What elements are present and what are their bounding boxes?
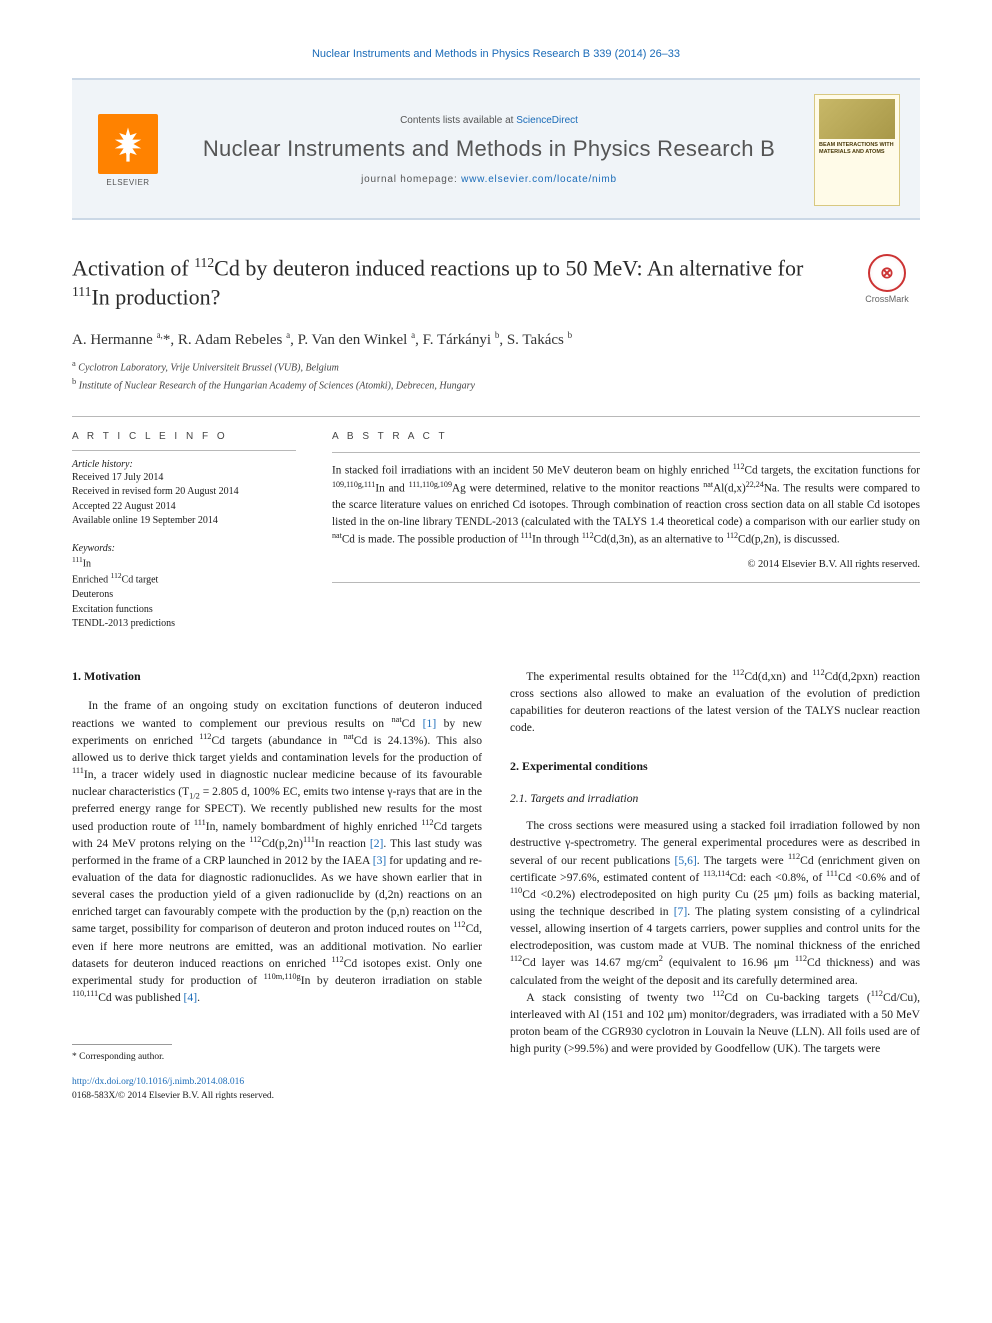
article-title: Activation of 112Cd by deuteron induced …	[72, 254, 838, 312]
sciencedirect-link[interactable]: ScienceDirect	[516, 115, 578, 126]
contents-available-line: Contents lists available at ScienceDirec…	[180, 115, 798, 126]
doi-link[interactable]: http://dx.doi.org/10.1016/j.nimb.2014.08…	[72, 1077, 244, 1087]
section-divider	[72, 416, 920, 417]
section-1-para-2: The experimental results obtained for th…	[510, 668, 920, 737]
abstract-copyright: © 2014 Elsevier B.V. All rights reserved…	[332, 559, 920, 570]
section-2-1-para-2: A stack consisting of twenty two 112Cd o…	[510, 989, 920, 1058]
crossmark-label: CrossMark	[865, 294, 909, 304]
keyword-4: Excitation functions	[72, 603, 296, 618]
journal-homepage-line: journal homepage: www.elsevier.com/locat…	[180, 174, 798, 185]
history-received: Received 17 July 2014	[72, 471, 296, 486]
keyword-2: Enriched 112Cd target	[72, 571, 296, 588]
abstract-text: In stacked foil irradiations with an inc…	[332, 461, 920, 549]
publisher-logo-block: ELSEVIER	[92, 114, 164, 187]
history-label: Article history:	[72, 459, 296, 470]
authors-list: A. Hermanne a,*, R. Adam Rebeles a, P. V…	[72, 330, 920, 349]
section-2-heading: 2. Experimental conditions	[510, 758, 920, 776]
abstract-heading: A B S T R A C T	[332, 431, 920, 442]
journal-homepage-link[interactable]: www.elsevier.com/locate/nimb	[461, 174, 617, 185]
affiliation-a: a Cyclotron Laboratory, Vrije Universite…	[72, 357, 920, 375]
body-column-left: 1. Motivation In the frame of an ongoing…	[72, 668, 482, 1103]
journal-cover-thumbnail: BEAM INTERACTIONS WITH MATERIALS AND ATO…	[814, 94, 900, 206]
corresponding-author-note: * Corresponding author.	[72, 1050, 482, 1064]
abstract-bottom-divider	[332, 582, 920, 583]
body-column-right: The experimental results obtained for th…	[510, 668, 920, 1103]
crossmark-icon: ⊗	[868, 254, 906, 292]
keyword-5: TENDL-2013 predictions	[72, 617, 296, 632]
footnote-rule	[72, 1044, 172, 1045]
section-2-1-heading: 2.1. Targets and irradiation	[510, 790, 920, 807]
elsevier-tree-icon	[98, 114, 158, 174]
history-revised: Received in revised form 20 August 2014	[72, 485, 296, 500]
journal-name: Nuclear Instruments and Methods in Physi…	[180, 136, 798, 162]
keyword-3: Deuterons	[72, 588, 296, 603]
affiliations: a Cyclotron Laboratory, Vrije Universite…	[72, 357, 920, 394]
crossmark-badge[interactable]: ⊗ CrossMark	[854, 254, 920, 304]
abstract-divider	[332, 452, 920, 453]
header-citation[interactable]: Nuclear Instruments and Methods in Physi…	[72, 48, 920, 60]
publisher-name: ELSEVIER	[106, 178, 149, 187]
affiliation-b: b Institute of Nuclear Research of the H…	[72, 375, 920, 393]
history-online: Available online 19 September 2014	[72, 514, 296, 529]
history-accepted: Accepted 22 August 2014	[72, 500, 296, 515]
issn-copyright: 0168-583X/© 2014 Elsevier B.V. All right…	[72, 1091, 274, 1101]
section-1-para-1: In the frame of an ongoing study on exci…	[72, 697, 482, 1006]
info-divider	[72, 450, 296, 451]
article-info-heading: A R T I C L E I N F O	[72, 431, 296, 442]
keyword-1: 111In	[72, 555, 296, 572]
section-2-1-para-1: The cross sections were measured using a…	[510, 817, 920, 989]
keywords-label: Keywords:	[72, 543, 296, 554]
section-1-heading: 1. Motivation	[72, 668, 482, 686]
journal-banner: ELSEVIER Contents lists available at Sci…	[72, 78, 920, 220]
